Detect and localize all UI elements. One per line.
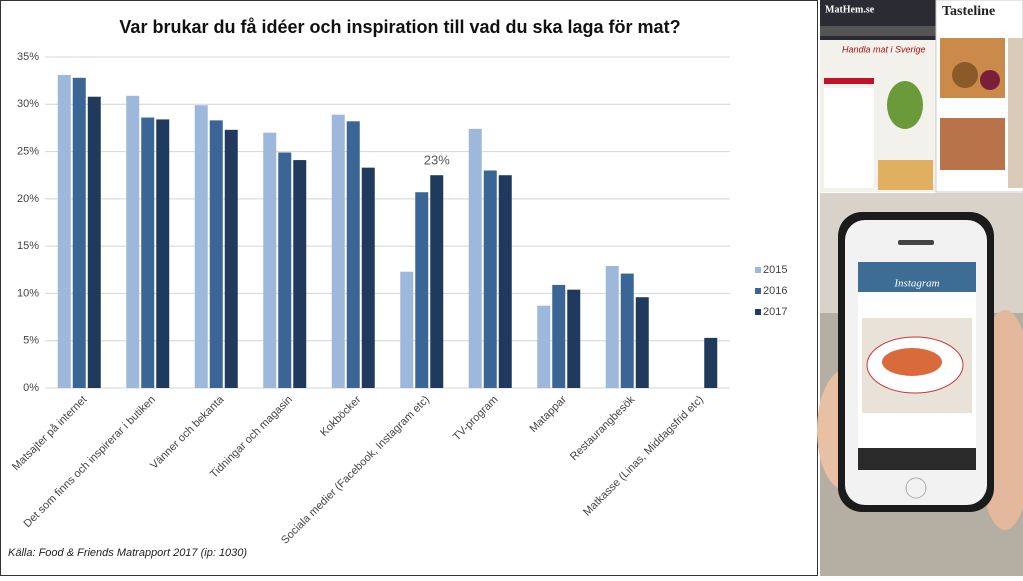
bar xyxy=(567,289,581,388)
bar xyxy=(346,121,360,389)
product-ads xyxy=(878,160,933,190)
food-item xyxy=(980,70,1000,90)
y-tick-label: 25% xyxy=(17,145,39,157)
y-tick-label: 5% xyxy=(23,335,39,347)
bar xyxy=(57,74,71,389)
food-item xyxy=(952,62,978,88)
speaker xyxy=(898,240,934,245)
chart-title: Var brukar du få idéer och inspiration t… xyxy=(119,17,680,37)
bar xyxy=(415,192,429,388)
y-tick-label: 30% xyxy=(17,98,39,110)
bar xyxy=(87,96,101,388)
bar xyxy=(552,284,566,388)
home-button xyxy=(905,477,927,499)
bar xyxy=(620,273,634,388)
y-tick-label: 10% xyxy=(17,287,39,299)
bar xyxy=(468,128,482,389)
value-label: 23% xyxy=(424,153,450,168)
site-nav-list xyxy=(824,88,874,188)
bar xyxy=(483,170,497,388)
y-tick-label: 20% xyxy=(17,193,39,205)
bar xyxy=(430,175,444,388)
app-header xyxy=(858,262,976,292)
bar xyxy=(72,77,86,388)
source-note: Källa: Food & Friends Matrapport 2017 (i… xyxy=(8,547,247,559)
bar xyxy=(263,132,277,388)
bar xyxy=(293,160,307,388)
bar xyxy=(331,114,345,388)
bar xyxy=(605,266,619,388)
tasteline-logo: Tasteline xyxy=(942,4,995,19)
phone-photo: Instagram xyxy=(817,193,1023,576)
legend-swatch xyxy=(755,309,761,315)
bar xyxy=(537,305,551,388)
site-nav-active xyxy=(824,78,874,84)
site-banner: Handla mat i Sverige xyxy=(842,44,926,54)
lobster xyxy=(882,348,942,376)
food-photo-3 xyxy=(1008,38,1023,188)
site-logo: MatHem.se xyxy=(825,4,875,15)
bar xyxy=(156,119,170,388)
legend-label: 2015 xyxy=(763,264,787,276)
bar xyxy=(224,129,238,388)
website-photo: MatHem.se Handla mat i Sverige Tasteline xyxy=(820,0,1023,193)
bar xyxy=(635,297,649,388)
bar xyxy=(209,120,223,388)
bar xyxy=(498,175,512,388)
bar xyxy=(126,95,140,388)
bar xyxy=(361,167,375,388)
bar xyxy=(400,271,414,388)
y-tick-label: 35% xyxy=(17,51,39,63)
bar xyxy=(194,105,208,388)
lettuce xyxy=(887,81,923,129)
legend-label: 2016 xyxy=(763,285,787,297)
y-tick-label: 0% xyxy=(23,382,39,394)
app-name: Instagram xyxy=(893,278,939,290)
food-photo-2 xyxy=(940,118,1005,170)
app-tabbar xyxy=(858,448,976,470)
bar xyxy=(278,152,292,388)
legend-swatch xyxy=(755,288,761,294)
site-menu xyxy=(820,26,940,36)
legend-label: 2017 xyxy=(763,306,787,318)
bar xyxy=(704,337,718,388)
bar xyxy=(141,117,155,389)
y-tick-label: 15% xyxy=(17,240,39,252)
legend-swatch xyxy=(755,267,761,273)
